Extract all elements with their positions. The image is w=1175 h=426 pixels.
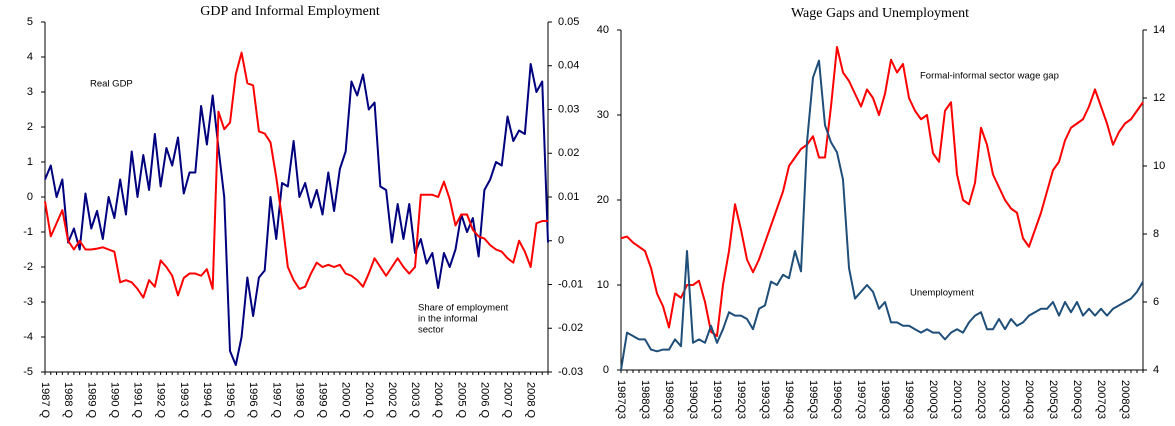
annotation: in the informal bbox=[418, 314, 478, 325]
y2-tick-label: 14 bbox=[1153, 24, 1165, 36]
y2-tick-label: 0.05 bbox=[558, 16, 579, 28]
y-tick-label: 3 bbox=[27, 86, 33, 98]
x-tick-label: 2006 Q bbox=[478, 382, 490, 419]
x-tick-label: 2006Q3 bbox=[1071, 380, 1083, 419]
y-tick-label: 0 bbox=[27, 191, 33, 203]
x-tick-label: 2000Q3 bbox=[927, 380, 939, 419]
series-line bbox=[44, 51, 548, 299]
x-tick-label: 1987Q3 bbox=[615, 380, 627, 419]
x-tick-label: 1988Q3 bbox=[639, 380, 651, 419]
x-tick-label: 1990 Q bbox=[108, 382, 120, 419]
x-tick-label: 1998Q3 bbox=[879, 380, 891, 419]
x-tick-label: 2005Q3 bbox=[1047, 380, 1059, 419]
x-tick-label: 1991 Q bbox=[132, 382, 144, 419]
y-tick-label: -1 bbox=[23, 226, 33, 238]
x-tick-label: 1993 Q bbox=[178, 382, 190, 419]
x-tick-label: 1999 Q bbox=[317, 382, 329, 419]
annotation: Share of employment bbox=[418, 303, 509, 314]
x-tick-label: 2004 Q bbox=[432, 382, 444, 419]
y2-tick-label: 0.04 bbox=[558, 60, 579, 72]
x-tick-label: 2002Q3 bbox=[975, 380, 987, 419]
y2-tick-label: 4 bbox=[1153, 364, 1159, 376]
series-line bbox=[44, 63, 549, 366]
x-tick-label: 1993Q3 bbox=[759, 380, 771, 419]
series-line bbox=[620, 59, 1144, 371]
annotation: sector bbox=[418, 325, 444, 336]
x-tick-label: 1989 Q bbox=[85, 382, 97, 419]
x-tick-label: 1999Q3 bbox=[903, 380, 915, 419]
y2-tick-label: 0.03 bbox=[558, 103, 579, 115]
y-tick-label: 0 bbox=[603, 364, 609, 376]
y-tick-label: 40 bbox=[597, 24, 609, 36]
y-tick-label: 5 bbox=[27, 16, 33, 28]
y2-tick-label: -0.02 bbox=[558, 322, 583, 334]
x-tick-label: 1997Q3 bbox=[855, 380, 867, 419]
x-tick-label: 1990Q3 bbox=[687, 380, 699, 419]
x-tick-label: 2001Q3 bbox=[951, 380, 963, 419]
x-tick-label: 2007Q3 bbox=[1095, 380, 1107, 419]
y-tick-label: 20 bbox=[597, 194, 609, 206]
x-tick-label: 2007 Q bbox=[502, 382, 514, 419]
x-tick-label: 2004Q3 bbox=[1023, 380, 1035, 419]
x-tick-label: 1996Q3 bbox=[831, 380, 843, 419]
x-tick-label: 2008 Q bbox=[525, 382, 537, 419]
x-tick-label: 2000 Q bbox=[340, 382, 352, 419]
y2-tick-label: 6 bbox=[1153, 296, 1159, 308]
y2-tick-label: 10 bbox=[1153, 160, 1165, 172]
y2-tick-label: 0.02 bbox=[558, 147, 579, 159]
x-tick-label: 2003Q3 bbox=[999, 380, 1011, 419]
y-tick-label: 4 bbox=[27, 51, 33, 63]
annotation: Formal-informal sector wage gap bbox=[920, 71, 1059, 82]
x-tick-label: 1995Q3 bbox=[807, 380, 819, 419]
x-tick-label: 2001 Q bbox=[363, 382, 375, 419]
x-tick-label: 1997 Q bbox=[270, 382, 282, 419]
annotation: Unemployment bbox=[910, 288, 974, 299]
y2-tick-label: 8 bbox=[1153, 228, 1159, 240]
chart-title: Wage Gaps and Unemployment bbox=[791, 6, 969, 21]
x-tick-label: 1994 Q bbox=[201, 382, 213, 419]
x-tick-label: 1988 Q bbox=[62, 382, 74, 419]
y-tick-label: 1 bbox=[27, 156, 33, 168]
y2-tick-label: -0.01 bbox=[558, 278, 583, 290]
y-tick-label: 10 bbox=[597, 279, 609, 291]
y-tick-label: 30 bbox=[597, 109, 609, 121]
y-tick-label: -5 bbox=[23, 366, 33, 378]
x-tick-label: 2002 Q bbox=[386, 382, 398, 419]
annotation: Real GDP bbox=[90, 79, 133, 90]
x-tick-label: 1992Q3 bbox=[735, 380, 747, 419]
y-tick-label: -4 bbox=[23, 331, 33, 343]
x-tick-label: 1994Q3 bbox=[783, 380, 795, 419]
y2-tick-label: 0.01 bbox=[558, 191, 579, 203]
y2-tick-label: -0.03 bbox=[558, 366, 583, 378]
x-tick-label: 2005 Q bbox=[455, 382, 467, 419]
x-tick-label: 1998 Q bbox=[293, 382, 305, 419]
y-tick-label: -2 bbox=[23, 261, 33, 273]
x-tick-label: 2003 Q bbox=[409, 382, 421, 419]
y-tick-label: 2 bbox=[27, 121, 33, 133]
x-tick-label: 1987 Q bbox=[39, 382, 51, 419]
y2-tick-label: 0 bbox=[558, 235, 564, 247]
x-tick-label: 1995 Q bbox=[224, 382, 236, 419]
x-tick-label: 1989Q3 bbox=[663, 380, 675, 419]
series-line bbox=[620, 46, 1144, 337]
x-tick-label: 1991Q3 bbox=[711, 380, 723, 419]
x-tick-label: 1992 Q bbox=[155, 382, 167, 419]
y2-tick-label: 12 bbox=[1153, 92, 1165, 104]
x-tick-label: 1996 Q bbox=[247, 382, 259, 419]
chart-title: GDP and Informal Employment bbox=[200, 4, 380, 19]
x-tick-label: 2008Q3 bbox=[1119, 380, 1131, 419]
y-tick-label: -3 bbox=[23, 296, 33, 308]
